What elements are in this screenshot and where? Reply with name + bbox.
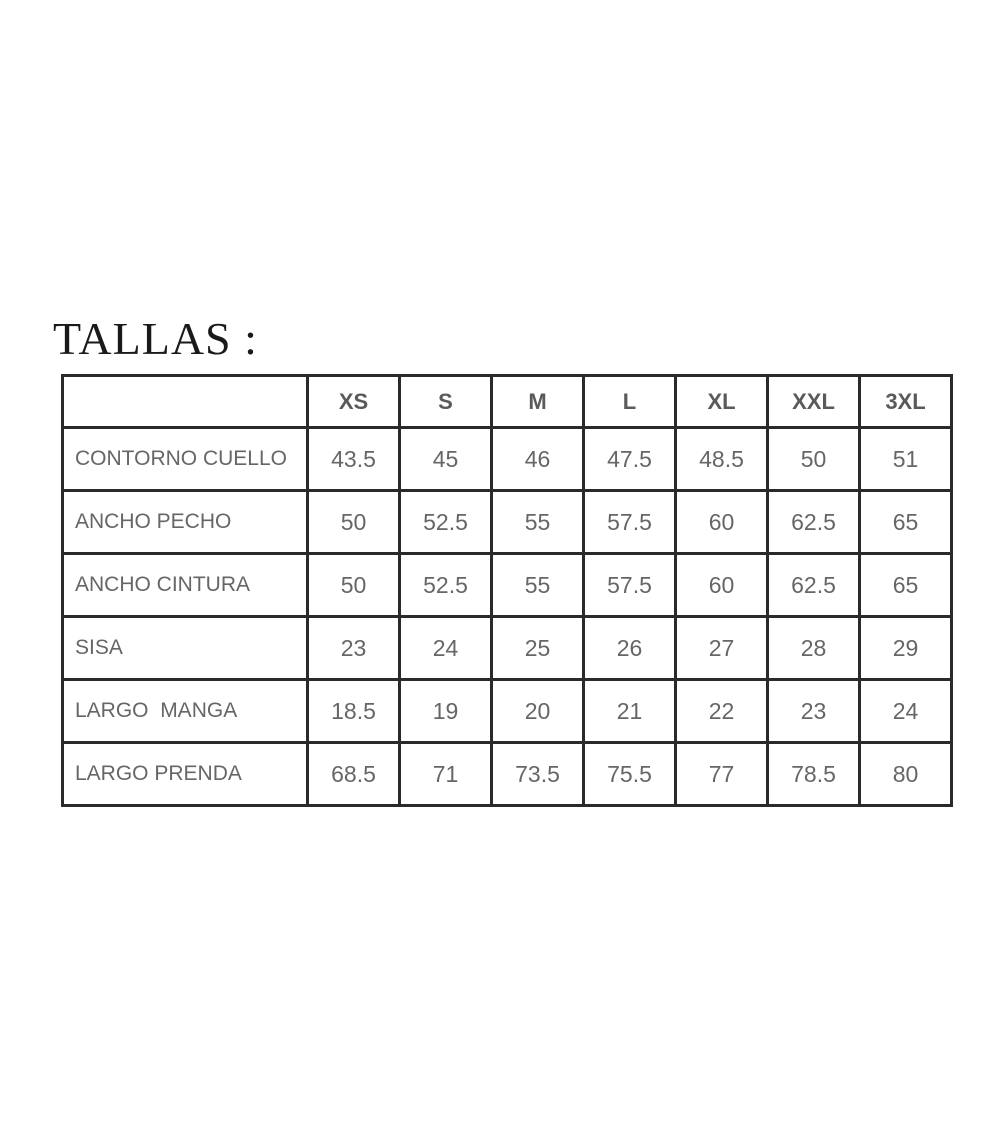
measurement-cell: 65: [858, 552, 953, 618]
table-row: ANCHO CINTURA 50 52.5 55 57.5 60 62.5 65: [61, 552, 953, 618]
measurement-cell: 62.5: [766, 552, 861, 618]
measurement-cell: 19: [398, 678, 493, 744]
measurement-cell: 78.5: [766, 741, 861, 807]
measurement-cell: 18.5: [306, 678, 401, 744]
measurement-cell: 43.5: [306, 426, 401, 492]
measurement-cell: 28: [766, 615, 861, 681]
measurement-cell: 50: [766, 426, 861, 492]
measurement-cell: 50: [306, 552, 401, 618]
measurement-cell: 77: [674, 741, 769, 807]
measurement-cell: 55: [490, 489, 585, 555]
empty-header-cell: [61, 374, 309, 429]
measurement-cell: 60: [674, 552, 769, 618]
measurement-cell: 24: [858, 678, 953, 744]
measurement-cell: 60: [674, 489, 769, 555]
measurement-cell: 46: [490, 426, 585, 492]
measurement-cell: 57.5: [582, 552, 677, 618]
row-label: LARGO MANGA: [61, 678, 309, 744]
table-row: SISA 23 24 25 26 27 28 29: [61, 615, 953, 681]
row-label: ANCHO CINTURA: [61, 552, 309, 618]
measurement-cell: 75.5: [582, 741, 677, 807]
measurement-cell: 29: [858, 615, 953, 681]
row-label: LARGO PRENDA: [61, 741, 309, 807]
size-header-m: M: [490, 374, 585, 429]
measurement-cell: 20: [490, 678, 585, 744]
page-title: TALLAS :: [53, 313, 258, 364]
measurement-cell: 27: [674, 615, 769, 681]
table-row: CONTORNO CUELLO 43.5 45 46 47.5 48.5 50 51: [61, 426, 953, 492]
measurement-cell: 22: [674, 678, 769, 744]
measurement-cell: 57.5: [582, 489, 677, 555]
measurement-cell: 26: [582, 615, 677, 681]
measurement-cell: 47.5: [582, 426, 677, 492]
size-header-xxl: XXL: [766, 374, 861, 429]
measurement-cell: 50: [306, 489, 401, 555]
measurement-cell: 71: [398, 741, 493, 807]
measurement-cell: 52.5: [398, 489, 493, 555]
size-header-l: L: [582, 374, 677, 429]
size-header-3xl: 3XL: [858, 374, 953, 429]
measurement-cell: 25: [490, 615, 585, 681]
measurement-cell: 21: [582, 678, 677, 744]
measurement-cell: 73.5: [490, 741, 585, 807]
table-row: ANCHO PECHO 50 52.5 55 57.5 60 62.5 65: [61, 489, 953, 555]
row-label: ANCHO PECHO: [61, 489, 309, 555]
measurement-cell: 68.5: [306, 741, 401, 807]
measurement-cell: 52.5: [398, 552, 493, 618]
table-row: LARGO MANGA 18.5 19 20 21 22 23 24: [61, 678, 953, 744]
measurement-cell: 23: [306, 615, 401, 681]
measurement-cell: 24: [398, 615, 493, 681]
measurement-cell: 62.5: [766, 489, 861, 555]
measurement-cell: 51: [858, 426, 953, 492]
size-chart-table: XS S M L XL XXL 3XL CONTORNO CUELLO 43.5 45 46 47.…: [61, 374, 953, 807]
measurement-cell: 80: [858, 741, 953, 807]
size-header-s: S: [398, 374, 493, 429]
header-row: XS S M L XL XXL 3XL: [61, 374, 953, 429]
table-row: LARGO PRENDA 68.5 71 73.5 75.5 77 78.5 80: [61, 741, 953, 807]
measurement-cell: 23: [766, 678, 861, 744]
measurement-cell: 48.5: [674, 426, 769, 492]
measurement-cell: 45: [398, 426, 493, 492]
row-label: CONTORNO CUELLO: [61, 426, 309, 492]
measurement-cell: 65: [858, 489, 953, 555]
row-label: SISA: [61, 615, 309, 681]
size-header-xs: XS: [306, 374, 401, 429]
size-header-xl: XL: [674, 374, 769, 429]
measurement-cell: 55: [490, 552, 585, 618]
